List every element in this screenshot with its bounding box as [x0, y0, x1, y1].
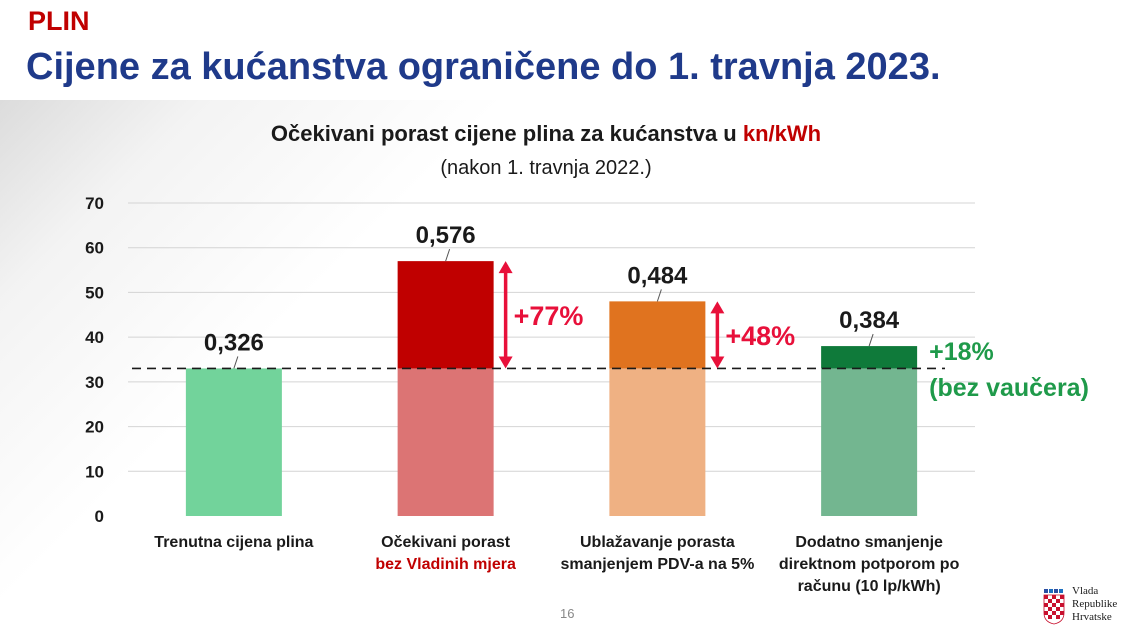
increase-arrow-head [498, 356, 513, 369]
slide-headline: Cijene za kućanstva ograničene do 1. tra… [26, 46, 941, 88]
bar-base [609, 368, 706, 516]
chart-title: Očekivani porast cijene plina za kućanst… [0, 121, 1092, 147]
category-label: računu (10 lp/kWh) [798, 578, 941, 595]
increase-label: +77% [514, 301, 584, 331]
chart-subtitle: (nakon 1. travnja 2022.) [440, 157, 652, 179]
chart-title-unit: kn/kWh [742, 121, 822, 146]
logo-text: Vlada Republike Hrvatske [1072, 585, 1117, 624]
bar-increase [609, 301, 706, 369]
increase-arrow-head [498, 261, 513, 274]
logo-line: Vlada [1072, 585, 1099, 597]
data-label: 0,326 [204, 329, 264, 356]
logo-line: Republike [1072, 598, 1118, 610]
increase-arrow-head [710, 301, 725, 314]
increase-arrow-head [710, 356, 725, 369]
government-logo: Vlada Republike Hrvatske [1042, 585, 1132, 633]
page-number: 16 [560, 606, 575, 621]
y-tick-label: 10 [85, 462, 104, 481]
y-tick-label: 0 [95, 507, 104, 526]
data-label: 0,384 [839, 307, 900, 334]
data-label-leader [868, 333, 874, 347]
category-label: Dodatno smanjenje [795, 534, 943, 551]
chart-title-text: Očekivani porast cijene plina za kućanst… [270, 121, 737, 146]
y-tick-label: 20 [85, 418, 104, 437]
category-label: Očekivani porast [381, 534, 511, 551]
increase-note: (bez vaučera) [929, 374, 1089, 402]
y-tick-label: 30 [85, 373, 104, 392]
bar-base [397, 368, 494, 516]
bar-base [821, 368, 918, 516]
coat-of-arms-icon [1043, 589, 1065, 625]
data-label-leader [445, 248, 451, 262]
data-label-leader [233, 356, 239, 369]
bar-base [185, 368, 282, 516]
category-label: Ublažavanje porasta [580, 534, 735, 551]
increase-label: +48% [725, 321, 795, 351]
y-tick-label: 40 [85, 328, 104, 347]
bar-increase [821, 346, 918, 369]
category-label: smanjenjem PDV-a na 5% [560, 556, 754, 573]
category-label-highlight: bez Vladinih mjera [375, 556, 516, 573]
increase-label: +18% [929, 338, 994, 366]
category-label: Trenutna cijena plina [154, 534, 313, 551]
bar-increase [397, 261, 494, 369]
y-tick-label: 70 [85, 194, 104, 213]
category-label: direktnom potporom po [779, 556, 960, 573]
logo-line: Hrvatske [1072, 611, 1112, 623]
y-tick-label: 60 [85, 239, 104, 258]
y-tick-label: 50 [85, 283, 104, 302]
data-label-leader [656, 289, 662, 302]
data-label: 0,576 [416, 222, 476, 249]
data-label: 0,484 [627, 262, 688, 289]
section-label: PLIN [28, 6, 90, 36]
